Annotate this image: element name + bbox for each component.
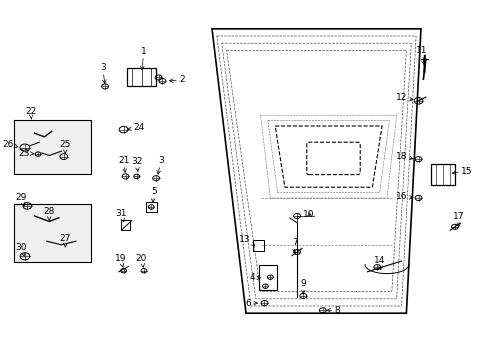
Text: 10: 10	[303, 210, 314, 219]
FancyBboxPatch shape	[14, 120, 91, 174]
Text: 30: 30	[16, 243, 27, 256]
Text: 31: 31	[115, 209, 126, 222]
Bar	[121, 220, 130, 230]
Text: 1: 1	[140, 47, 146, 70]
Text: 20: 20	[136, 254, 147, 267]
Text: 28: 28	[43, 207, 55, 220]
Text: 5: 5	[150, 187, 156, 202]
Text: 13: 13	[239, 235, 254, 246]
Text: 9: 9	[300, 279, 305, 294]
Text: 32: 32	[131, 157, 142, 171]
Text: 6: 6	[244, 299, 257, 307]
Text: 18: 18	[395, 152, 412, 161]
Text: 22: 22	[25, 107, 37, 119]
Text: 29: 29	[16, 193, 27, 206]
FancyBboxPatch shape	[14, 204, 91, 262]
Text: 14: 14	[373, 256, 385, 270]
Text: 19: 19	[115, 254, 126, 267]
Text: 7: 7	[291, 238, 297, 253]
Bar	[259, 265, 276, 290]
Bar	[145, 202, 156, 212]
Text: 21: 21	[118, 156, 129, 172]
Bar	[252, 240, 263, 251]
Text: 26: 26	[2, 140, 18, 149]
Text: 4: 4	[248, 274, 260, 282]
Text: 23: 23	[19, 149, 34, 158]
Text: 17: 17	[452, 212, 464, 226]
Text: 27: 27	[60, 234, 71, 247]
Text: 15: 15	[451, 166, 471, 176]
Text: 25: 25	[60, 140, 71, 153]
Text: 3: 3	[157, 156, 163, 174]
Bar	[127, 68, 156, 86]
Text: 3: 3	[100, 63, 106, 84]
Text: 24: 24	[127, 123, 144, 132]
Text: 16: 16	[395, 192, 412, 201]
Text: 11: 11	[415, 46, 427, 64]
Text: 8: 8	[326, 306, 340, 315]
Text: 2: 2	[169, 76, 184, 85]
Text: 12: 12	[395, 94, 412, 103]
Bar	[430, 164, 454, 185]
